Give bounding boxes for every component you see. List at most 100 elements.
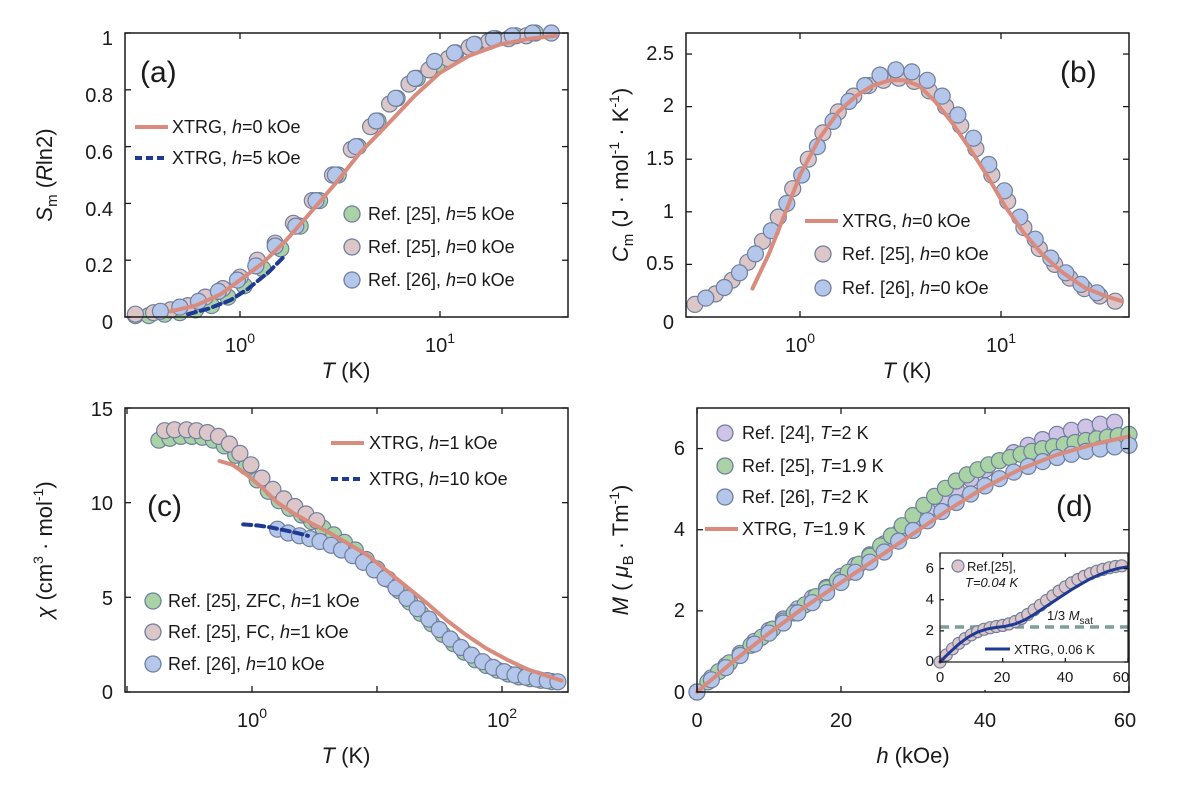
- panel-c-ref-26-h-10-koe-point-14: [420, 610, 438, 628]
- panel-b-frame: [685, 32, 1130, 318]
- panel-c-ytick-15: 15: [91, 399, 113, 421]
- panel-d-inset-xtrg-0-06-k-line: [938, 565, 1130, 664]
- panel-b-ref-26-h-0-koe-point-17: [964, 129, 983, 147]
- panel-b-ylabel: Cm (J · mol-1 · K-1): [606, 88, 637, 262]
- panel-d-xtick-60: 60: [1114, 710, 1136, 732]
- panel-a-legend-ref25-0-marker: [343, 238, 361, 256]
- panel-b-ref-26-h-0-koe-point-13: [903, 63, 921, 81]
- panel-c-frame: [124, 407, 569, 693]
- panel-d-ytick-2: 2: [674, 600, 685, 622]
- panel-b-legend-ref25: Ref. [25], h=0 kOe: [842, 244, 989, 264]
- panel-b-ytick-1.5: 1.5: [646, 148, 674, 170]
- panel-d-legend-ref26: Ref. [26], T=2 K: [742, 487, 869, 507]
- panel-c-legend-zfc-marker: [144, 592, 162, 610]
- panel-a-ref-26-h-0-koe-point-0: [151, 302, 169, 320]
- panel-c-legend-xtrg10: XTRG, h=10 kOe: [369, 469, 508, 489]
- panel-c-ref-25-fc-h-1-koe-point-7: [231, 444, 249, 462]
- panel-d-inset-legend-xtrg: XTRG, 0.06 K: [1014, 642, 1095, 657]
- panel-c-lines: [217, 459, 564, 683]
- panel-d-legend-xtrg: XTRG, T=1.9 K: [742, 519, 866, 539]
- panel-d-inset-msat-label: 1/3 Msat: [1047, 608, 1093, 627]
- panel-b-xtick-10^1: 101: [986, 330, 1016, 357]
- panel-a-ytick-0.8: 0.8: [85, 85, 113, 107]
- panel-a-ticks: [125, 32, 568, 318]
- panel-c: (c) 15 10 5 0 100 102 T (K) χ (cm3 · mol…: [30, 399, 569, 768]
- panel-b-ref-26-h-0-koe-point-14: [918, 71, 936, 89]
- panel-a-ytick-1: 1: [102, 28, 113, 50]
- panel-d-xlabel: h (kOe): [876, 743, 949, 768]
- panel-b-ytick-2.5: 2.5: [646, 43, 674, 65]
- panel-b-legend-xtrg: XTRG, h=0 kOe: [842, 211, 971, 231]
- panel-d-lines: [695, 434, 1131, 694]
- panel-c-ticks: [125, 407, 568, 693]
- panel-d-legend-ref25: Ref. [25], T=1.9 K: [742, 456, 884, 476]
- panel-d-frame: [696, 407, 1130, 693]
- panel-b-ytick-0: 0: [663, 312, 674, 334]
- panel-a-xtrg-h-5-koe-line: [186, 252, 289, 317]
- panel-a-legend-ref25-5-marker: [343, 205, 361, 223]
- panel-d-xtick-20: 20: [830, 710, 852, 732]
- panel-c-legend-ref26-marker: [144, 655, 162, 673]
- panel-a-ref-26-h-0-koe-point-6: [266, 237, 284, 255]
- panel-c-xlabel: T (K): [322, 743, 371, 768]
- panel-b-ref-26-h-0-koe-point-12: [887, 61, 905, 79]
- panel-d-inset-xtick-60: 60: [1113, 669, 1130, 686]
- panel-b-ytick-1: 1: [663, 201, 674, 223]
- panel-b-ref-26-h-0-koe-point-2: [730, 264, 749, 282]
- panel-a-ylabel: Sm (Rln2): [32, 128, 61, 221]
- panel-d-inset-ticks: [939, 553, 1129, 663]
- panel-c-ytick-5: 5: [102, 588, 113, 610]
- panel-a-legend-ref25-5: Ref. [25], h=5 kOe: [368, 204, 515, 224]
- panel-c-ref-26-h-10-koe-point-12: [398, 589, 416, 607]
- panel-a-xtick-10^0: 100: [225, 330, 255, 357]
- panel-c-xtrg-h-1-koe-line: [217, 459, 564, 683]
- panel-c-legend-fc-marker: [144, 623, 162, 641]
- panel-d-inset-ytick-2: 2: [926, 622, 934, 639]
- panel-a-ytick-0.4: 0.4: [85, 199, 113, 221]
- panel-d-xtrg-t-1-9-k-line: [695, 434, 1131, 694]
- panel-d-inset-ytick-4: 4: [926, 591, 934, 608]
- panel-a-frame: [124, 32, 569, 318]
- panel-d-inset-ytick-0: 0: [926, 653, 934, 670]
- panel-d-inset-legend-ref25-line1: Ref.[25],: [967, 559, 1016, 574]
- panel-c-label: (c): [147, 490, 182, 523]
- panel-d-ytick-6: 6: [674, 438, 685, 460]
- panel-a-ytick-0: 0: [102, 312, 113, 334]
- panel-a-ref-26-h-0-koe-point-11: [367, 112, 385, 130]
- panel-a-ref-26-h-0-koe-point-15: [445, 44, 463, 62]
- panel-c-legend-ref26: Ref. [26], h=10 kOe: [168, 654, 325, 674]
- panel-d-inset-xtick-0: 0: [936, 669, 944, 686]
- panel-d-ytick-0: 0: [674, 682, 685, 704]
- panel-d-inset-xtick-40: 40: [1057, 669, 1074, 686]
- panel-b-ticks: [686, 33, 1129, 318]
- panel-a-legend-ref25-0: Ref. [25], h=0 kOe: [368, 237, 515, 257]
- panel-b-ytick-0.5: 0.5: [646, 253, 674, 275]
- panel-d-inset-frame: [939, 552, 1129, 663]
- panel-d-legend-ref26-marker: [716, 488, 734, 506]
- panel-d-legend-ref25-marker: [716, 457, 734, 475]
- panel-d-xtick-40: 40: [974, 710, 996, 732]
- panel-d-label: (d): [1056, 490, 1093, 523]
- panel-d-inset-lines: [938, 565, 1130, 664]
- panel-b-legend-ref25-marker: [814, 245, 832, 263]
- panel-c-ref-26-h-10-koe-point-15: [430, 620, 448, 639]
- panel-b-xtrg-h-0-koe-line: [750, 78, 1124, 304]
- panel-d-ticks: [696, 408, 1130, 693]
- panel-d-inset-xtick-20: 20: [994, 669, 1011, 686]
- panel-c-ref-26-h-10-koe-point-13: [408, 600, 426, 618]
- panel-b-xtick-10^0: 100: [785, 330, 815, 357]
- panel-c-markers: [150, 421, 567, 691]
- panel-c-xtick-10^0: 100: [237, 705, 267, 732]
- panel-a-ytick-0.2: 0.2: [85, 255, 113, 277]
- panel-b-ref-26-h-0-koe-point-3: [746, 245, 765, 263]
- panel-b-markers: [686, 61, 1124, 313]
- panel-a-legend-xtrg0: XTRG, h=0 kOe: [172, 117, 301, 137]
- panel-b-ytick-2: 2: [663, 95, 674, 117]
- panel-c-legend-zfc: Ref. [25], ZFC, h=1 kOe: [168, 591, 360, 611]
- panel-a-lines: [168, 33, 558, 317]
- panel-c-legend-xtrg1: XTRG, h=1 kOe: [369, 433, 498, 453]
- panel-b-lines: [750, 78, 1124, 304]
- panel-a-legend-ref26-0-marker: [343, 271, 361, 289]
- panel-b: (b) 2.5 2 1.5 1 0.5 0 100 101 T (K) Cm (…: [606, 32, 1130, 383]
